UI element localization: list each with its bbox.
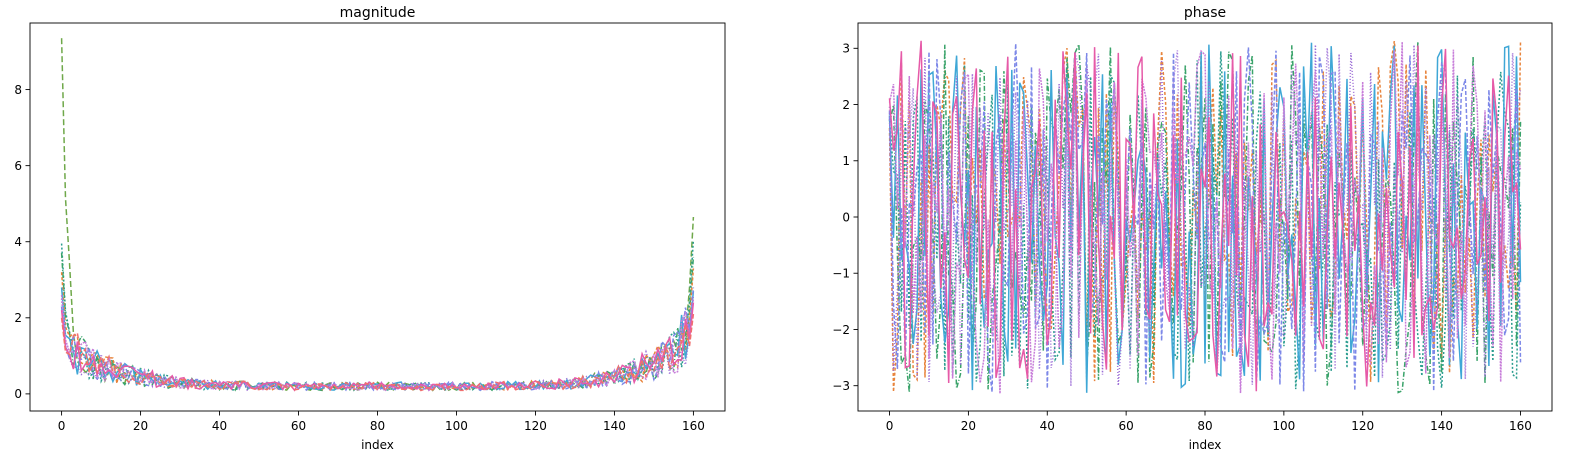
y-tick-label: 1 (842, 154, 850, 168)
series-line-0 (60, 38, 695, 392)
x-tick-label: 100 (1272, 419, 1295, 433)
phase-x-label: index (1189, 438, 1222, 452)
series-line-7 (888, 40, 1522, 392)
series-group (60, 38, 695, 392)
y-tick-label: −3 (832, 379, 850, 393)
x-tick-label: 120 (524, 419, 547, 433)
x-tick-label: 100 (445, 419, 468, 433)
x-tick-label: 40 (212, 419, 227, 433)
x-tick-label: 160 (1509, 419, 1532, 433)
x-tick-label: 60 (291, 419, 306, 433)
series-line-1 (60, 239, 695, 392)
y-tick-label: 0 (842, 210, 850, 224)
x-tick-label: 120 (1351, 419, 1374, 433)
y-tick-label: 2 (842, 98, 850, 112)
y-tick-label: 6 (14, 159, 22, 173)
x-tick-label: 140 (603, 419, 626, 433)
axes-frame (29, 22, 726, 412)
y-tick-label: 8 (14, 83, 22, 97)
x-tick-label: 60 (1118, 419, 1133, 433)
y-tick-label: −1 (832, 267, 850, 281)
series-line-2 (60, 253, 695, 392)
x-tick-label: 20 (961, 419, 976, 433)
magnitude-x-label: index (361, 438, 394, 452)
series-group (888, 40, 1522, 394)
series-line-3 (888, 42, 1522, 393)
series-line-9 (60, 313, 695, 392)
y-tick-label: 3 (842, 42, 850, 56)
x-tick-label: 160 (682, 419, 705, 433)
y-tick-label: −2 (832, 323, 850, 337)
x-tick-label: 140 (1430, 419, 1453, 433)
magnitude-title: magnitude (340, 5, 416, 21)
y-tick-label: 2 (14, 311, 22, 325)
y-tick-label: 4 (14, 235, 22, 249)
x-tick-label: 0 (58, 419, 66, 433)
x-tick-label: 20 (133, 419, 148, 433)
phase-panel: 0 20 40 60 80 100 120 140 160 −3 −2 −1 0 1 2 3 phase inde… (832, 5, 1553, 452)
magnitude-panel: 0 20 40 60 80 100 120 140 160 0 2 4 6 8 magnitude index (14, 5, 726, 452)
x-tick-label: 40 (1040, 419, 1055, 433)
x-tick-label: 80 (1197, 419, 1212, 433)
x-tick-label: 80 (370, 419, 385, 433)
y-tick-label: 0 (14, 387, 22, 401)
x-tick-label: 0 (886, 419, 894, 433)
phase-title: phase (1184, 5, 1226, 21)
